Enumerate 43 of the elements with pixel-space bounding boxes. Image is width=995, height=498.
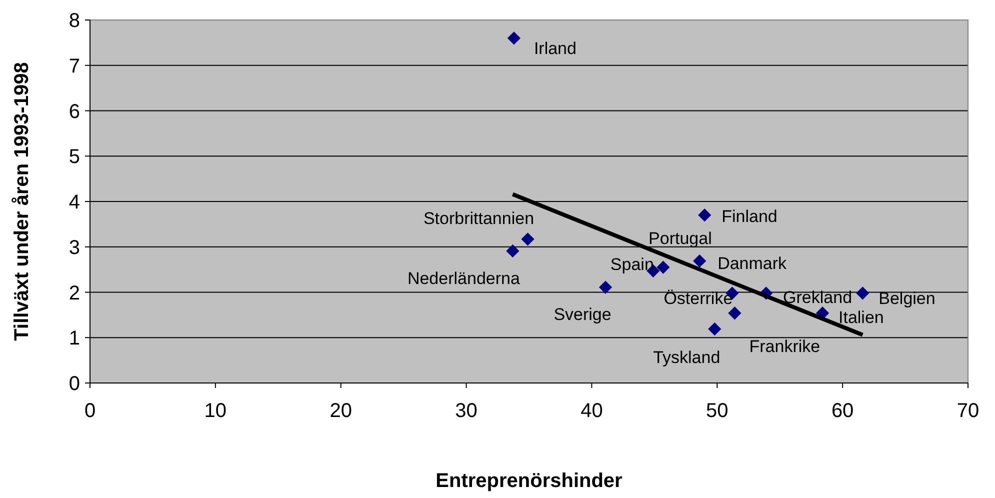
y-tick-label: 4 xyxy=(68,192,80,214)
point xyxy=(693,254,706,268)
annotation: Belgien xyxy=(878,289,936,308)
point xyxy=(856,286,870,300)
y-axis-title: Tillväxt under åren 1993-1998 xyxy=(11,62,33,341)
annotation: Sverige xyxy=(554,305,612,324)
annotation: Grekland xyxy=(783,288,852,308)
annotation: Nederländerna xyxy=(407,268,520,288)
annotation: Spain xyxy=(610,254,654,274)
x-tick-label: 50 xyxy=(706,400,728,422)
annotation: Italien xyxy=(838,308,884,328)
x-tick-label: 30 xyxy=(455,400,478,422)
x-tick-label: 60 xyxy=(831,400,854,422)
point xyxy=(521,232,534,246)
y-tick-label: 0 xyxy=(68,373,80,395)
x-axis-title: Entreprenörshinder xyxy=(436,470,623,492)
annotation: Tyskland xyxy=(653,348,720,367)
annotation: Frankrike xyxy=(749,337,820,356)
point xyxy=(598,280,612,294)
point xyxy=(507,32,521,45)
x-tick-label: 40 xyxy=(580,400,603,422)
point xyxy=(656,260,670,274)
point xyxy=(708,322,722,336)
annotation: Finland xyxy=(722,207,778,226)
x-tick-label: 20 xyxy=(330,400,352,422)
y-tick-label: 5 xyxy=(68,146,80,168)
y-tick-label: 2 xyxy=(68,282,80,304)
annotation: Portugal xyxy=(648,229,712,248)
annotation: Storbrittannien xyxy=(423,209,534,228)
y-tick-label: 1 xyxy=(68,328,80,350)
point xyxy=(506,244,520,258)
point xyxy=(698,208,712,222)
annotation: Danmark xyxy=(718,254,788,273)
y-tick-label: 3 xyxy=(68,236,80,259)
y-tick-label: 6 xyxy=(68,100,80,123)
annotation: Österrike xyxy=(664,289,733,308)
x-tick-label: 10 xyxy=(204,400,227,422)
y-tick-label: 8 xyxy=(68,10,80,32)
annotation: Irland xyxy=(534,39,576,58)
point xyxy=(728,306,742,320)
y-tick-label: 7 xyxy=(68,55,80,78)
x-tick-label: 0 xyxy=(84,400,96,422)
x-tick-label: 70 xyxy=(956,400,980,422)
